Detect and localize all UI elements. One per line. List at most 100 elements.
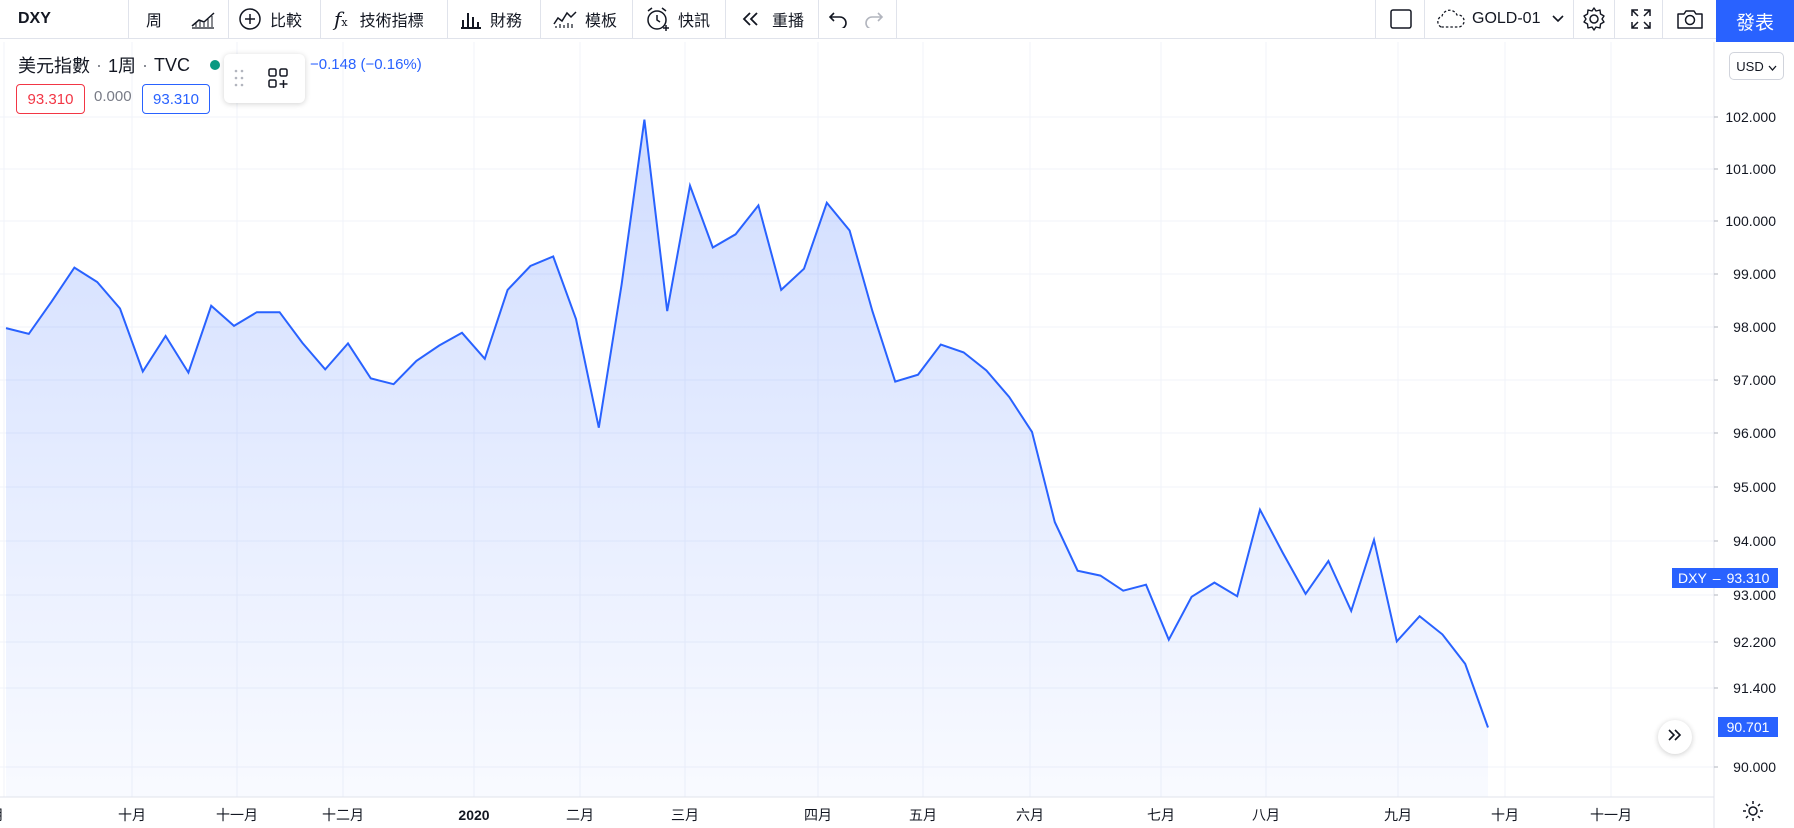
expand-icon [1630, 8, 1652, 30]
chevron-down-icon [1552, 15, 1565, 23]
legend-symbol-name: 美元指數 [18, 56, 90, 76]
publish-button[interactable]: 發表 [1716, 0, 1794, 42]
x-tick-label: 十一月 [1590, 807, 1632, 823]
toolbar-divider [1662, 0, 1663, 38]
current-price-badge: 90.701 [1718, 717, 1778, 738]
camera-icon [1676, 8, 1704, 30]
y-tick-label: 98.000 [1733, 319, 1776, 335]
function-icon: fx [334, 7, 348, 31]
toolbar-divider [818, 0, 819, 38]
add-circle-icon [238, 7, 262, 31]
y-tick-label: 97.000 [1733, 372, 1776, 388]
x-tick-label: 九月 [1384, 807, 1412, 823]
x-tick-label: 2020 [458, 807, 489, 823]
x-tick-label: 十二月 [322, 807, 364, 823]
currency-label: USD [1736, 58, 1764, 74]
currency-selector[interactable]: USD [1729, 52, 1784, 80]
replay-label: 重播 [772, 13, 805, 30]
badge-symbol: DXY [1678, 570, 1707, 587]
replay-button[interactable]: 重播 [740, 0, 804, 38]
scale-settings-button[interactable] [1742, 800, 1764, 827]
series-line [5, 119, 1489, 728]
badge-current-price: 90.701 [1726, 719, 1770, 736]
sell-button[interactable]: 93.310 [16, 84, 85, 114]
sun-gear-icon [1742, 801, 1764, 826]
price-axis[interactable]: 102.000 101.000 100.000 99.000 98.000 97.000 9… [1714, 109, 1776, 775]
series-area-fill [6, 119, 1488, 798]
top-toolbar: DXY 周 比較 fx 技術指標 財務 模板 快訊 重播 [0, 0, 1794, 39]
toolbar-divider [1375, 0, 1376, 38]
toolbar-divider [447, 0, 448, 38]
toolbar-divider [128, 0, 129, 38]
y-tick-label: 101.000 [1725, 161, 1776, 177]
x-tick-label: 三月 [671, 807, 699, 823]
redo-icon [864, 10, 884, 28]
fullscreen-layout-button[interactable] [1389, 0, 1413, 38]
toolbar-divider [1424, 0, 1425, 38]
snapshot-button[interactable] [1676, 0, 1704, 38]
spread-value: 0.000 [94, 88, 132, 105]
chart-style-button[interactable] [190, 0, 216, 38]
interval-button[interactable]: 周 [146, 0, 162, 38]
scroll-to-realtime-button[interactable] [1658, 720, 1692, 754]
legend-interval: 1周 [108, 56, 137, 76]
y-tick-label: 90.000 [1733, 759, 1776, 775]
templates-button[interactable]: 模板 [553, 0, 617, 38]
layout-menu[interactable]: GOLD-01 [1434, 0, 1565, 38]
publish-label: 發表 [1735, 12, 1774, 34]
symbol-search[interactable]: DXY [18, 0, 51, 38]
buy-price: 93.310 [153, 90, 199, 108]
y-tick-label: 96.000 [1733, 425, 1776, 441]
cloud-icon [1434, 9, 1466, 29]
y-tick-label: 95.000 [1733, 479, 1776, 495]
drag-handle-icon[interactable] [234, 68, 244, 93]
financials-button[interactable]: 財務 [460, 0, 522, 38]
buy-button[interactable]: 93.310 [142, 84, 210, 114]
legend-exchange: TVC [154, 54, 191, 75]
compare-button[interactable]: 比較 [238, 0, 302, 38]
time-axis[interactable]: 月 十月 十一月 十二月 2020 二月 三月 四月 五月 六月 七月 八月 九月 十月 十一月 [0, 807, 1632, 823]
market-status-dot [210, 60, 221, 70]
undo-icon [828, 10, 848, 28]
sell-price: 93.310 [27, 90, 74, 108]
compare-label: 比較 [270, 13, 303, 30]
alert-button[interactable]: 快訊 [644, 0, 710, 38]
templates-label: 模板 [585, 13, 618, 30]
y-tick-label: 93.000 [1733, 587, 1776, 603]
undo-button[interactable] [828, 0, 848, 38]
interval-label: 周 [146, 13, 163, 30]
x-tick-label: 十月 [118, 807, 146, 823]
y-tick-label: 100.000 [1725, 213, 1776, 229]
redo-button[interactable] [864, 0, 884, 38]
rewind-icon [740, 10, 762, 28]
templates-icon [553, 9, 577, 29]
badge-last-price: 93.310 [1726, 570, 1770, 587]
legend-change: −0.148 (−0.16%) [310, 56, 422, 73]
add-object-icon[interactable] [266, 66, 292, 97]
x-tick-label: 二月 [566, 807, 594, 823]
y-tick-label: 91.400 [1733, 680, 1776, 696]
x-tick-label: 十月 [1491, 807, 1519, 823]
bar-chart-icon [460, 9, 482, 29]
indicators-button[interactable]: fx 技術指標 [334, 0, 424, 38]
legend-separator: · [96, 54, 102, 75]
x-tick-label: 六月 [1016, 807, 1044, 823]
x-tick-label: 十一月 [216, 807, 258, 823]
last-price-badge: DXY – 93.310 [1672, 568, 1778, 589]
indicators-label: 技術指標 [359, 13, 424, 30]
x-tick-label: 四月 [804, 807, 832, 823]
toolbar-divider [540, 0, 541, 38]
x-tick-label: 月 [0, 807, 4, 823]
badge-dash: – [1712, 570, 1721, 587]
series-legend: 美元指數 · 1周 · TVC [18, 52, 221, 78]
layout-name: GOLD-01 [1472, 10, 1541, 27]
fullscreen-button[interactable] [1630, 0, 1652, 38]
settings-button[interactable] [1581, 0, 1607, 38]
y-tick-label: 92.200 [1733, 634, 1776, 650]
financials-label: 財務 [490, 13, 523, 30]
alarm-clock-icon [644, 6, 672, 32]
x-tick-label: 五月 [909, 807, 937, 823]
y-tick-label: 102.000 [1725, 109, 1776, 125]
toolbar-divider [896, 0, 897, 38]
